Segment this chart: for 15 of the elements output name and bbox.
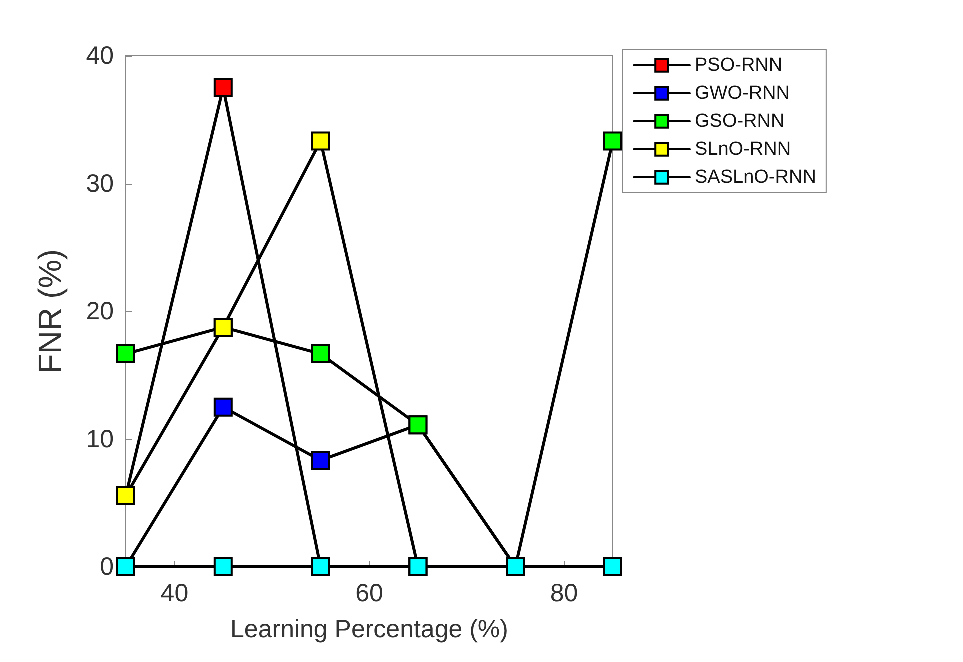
legend-label: PSO-RNN (695, 55, 783, 76)
x-axis-title: Learning Percentage (%) (230, 616, 508, 644)
legend-label: SASLnO-RNN (695, 167, 816, 188)
y-axis-title: FNR (%) (32, 249, 68, 374)
x-tick-label: 60 (356, 580, 384, 608)
y-tick-label: 10 (86, 425, 114, 454)
y-tick-label: 20 (86, 298, 114, 326)
legend-label: GSO-RNN (695, 111, 785, 132)
x-tick-label: 80 (550, 580, 578, 608)
legend-label: GWO-RNN (695, 83, 790, 104)
y-tick-label: 40 (86, 42, 114, 70)
y-tick-label: 0 (100, 553, 114, 581)
y-tick-label: 30 (86, 170, 114, 198)
legend-label: SLnO-RNN (695, 139, 792, 160)
x-tick-label: 40 (160, 580, 189, 608)
